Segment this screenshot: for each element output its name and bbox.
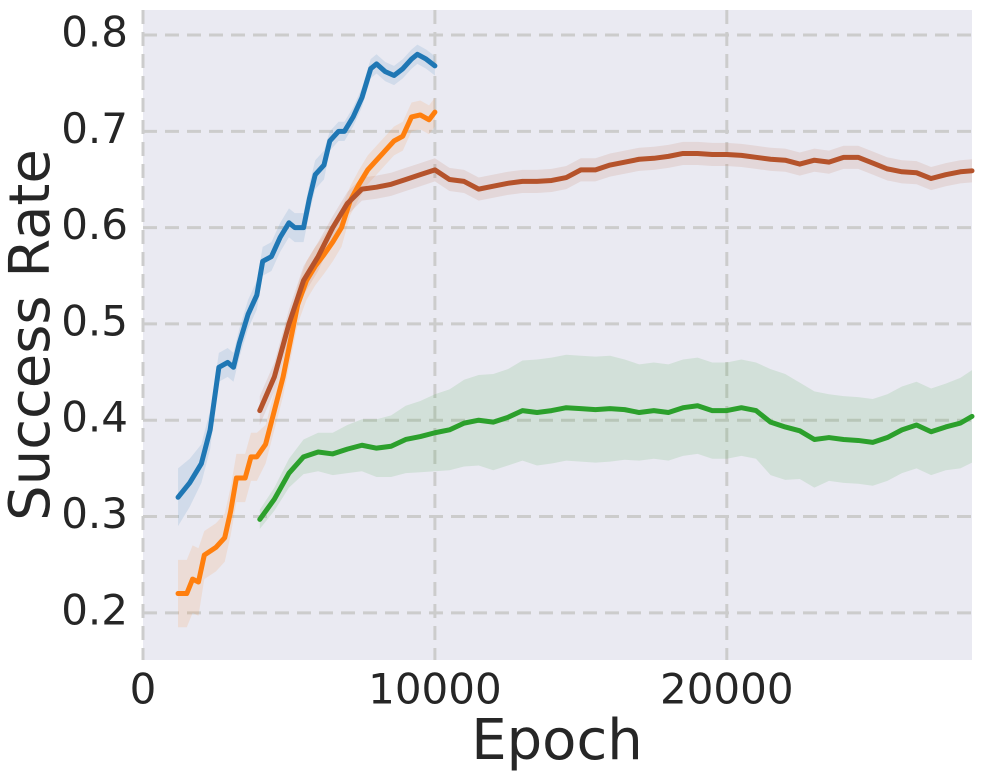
line (175, 51, 438, 500)
error-band (178, 97, 435, 628)
x-tick-label: 10000 (368, 665, 502, 714)
lines (175, 51, 975, 597)
y-tick-label: 0.8 (61, 8, 128, 57)
line (257, 403, 975, 522)
y-tick-label: 0.2 (61, 585, 128, 634)
y-tick-label: 0.6 (61, 200, 128, 249)
x-tick-label: 0 (130, 665, 157, 714)
y-axis-label: Success Rate (0, 149, 63, 521)
y-tick-label: 0.7 (61, 104, 128, 153)
line (257, 150, 975, 414)
tick-labels: 0.2 0.3 0.4 0.5 0.6 0.7 0.8 0 10000 20000 (61, 8, 793, 714)
y-tick-label: 0.3 (61, 489, 128, 538)
x-tick-label: 20000 (660, 665, 794, 714)
y-tick-label: 0.4 (61, 393, 128, 442)
plot-area (143, 10, 972, 660)
grid (141, 10, 972, 660)
y-tick-label: 0.5 (61, 296, 128, 345)
x-axis-label: Epoch (471, 708, 642, 773)
error-band (259, 354, 972, 530)
